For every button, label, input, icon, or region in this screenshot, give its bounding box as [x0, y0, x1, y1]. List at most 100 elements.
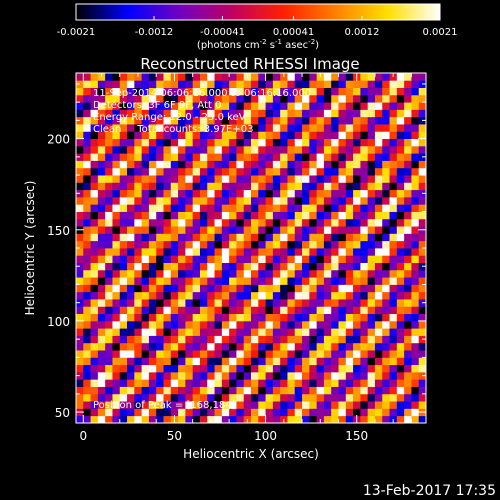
heatmap-pixel: [148, 189, 157, 198]
heatmap-pixel: [221, 335, 230, 344]
heatmap-pixel: [294, 226, 303, 234]
heatmap-pixel: [389, 145, 398, 154]
heatmap-pixel: [251, 306, 259, 315]
heatmap-pixel: [141, 386, 150, 395]
heatmap-pixel: [338, 226, 347, 234]
heatmap-pixel: [134, 386, 143, 395]
heatmap-pixel: [418, 233, 426, 242]
heatmap-pixel: [353, 364, 361, 373]
heatmap-pixel: [119, 401, 128, 409]
heatmap-pixel: [382, 277, 390, 285]
heatmap-pixel: [141, 160, 150, 169]
heatmap-pixel: [309, 255, 318, 263]
heatmap-pixel: [134, 196, 143, 205]
heatmap-pixel: [156, 87, 164, 96]
heatmap-pixel: [280, 145, 288, 154]
heatmap-pixel: [236, 167, 245, 176]
heatmap-pixel: [76, 248, 84, 256]
heatmap-pixel: [367, 167, 376, 176]
heatmap-pixel: [389, 196, 398, 205]
heatmap-pixel: [236, 386, 245, 395]
heatmap-pixel: [243, 102, 252, 110]
heatmap-pixel: [251, 138, 259, 147]
heatmap-pixel: [258, 80, 266, 88]
heatmap-pixel: [331, 401, 339, 409]
heatmap-pixel: [331, 284, 339, 293]
heatmap-pixel: [214, 284, 223, 293]
heatmap-pixel: [353, 335, 361, 344]
heatmap-pixel: [309, 145, 318, 154]
heatmap-pixel: [258, 145, 266, 154]
heatmap-pixel: [251, 262, 259, 271]
heatmap-pixel: [112, 189, 121, 198]
heatmap-pixel: [316, 109, 325, 118]
heatmap-pixel: [404, 160, 412, 169]
heatmap-pixel: [97, 167, 106, 176]
heatmap-pixel: [251, 102, 259, 110]
heatmap-pixel: [382, 218, 390, 227]
heatmap-pixel: [243, 233, 252, 242]
heatmap-pixel: [338, 291, 347, 300]
heatmap-pixel: [97, 401, 106, 409]
heatmap-pixel: [236, 116, 245, 125]
heatmap-pixel: [148, 116, 157, 125]
heatmap-pixel: [90, 218, 99, 227]
heatmap-pixel: [141, 211, 150, 220]
heatmap-pixel: [236, 211, 245, 220]
heatmap-pixel: [199, 218, 208, 227]
heatmap-pixel: [272, 240, 281, 249]
heatmap-pixel: [229, 102, 237, 110]
heatmap-pixel: [272, 291, 281, 300]
heatmap-pixel: [389, 189, 398, 198]
heatmap-pixel: [199, 80, 208, 88]
heatmap-pixel: [287, 240, 296, 249]
heatmap-pixel: [287, 371, 296, 380]
heatmap-pixel: [243, 328, 252, 336]
heatmap-pixel: [389, 408, 398, 417]
heatmap-pixel: [214, 269, 223, 278]
heatmap-pixel: [367, 102, 376, 110]
heatmap-pixel: [97, 306, 106, 315]
heatmap-pixel: [127, 335, 135, 344]
heatmap-pixel: [302, 175, 310, 183]
heatmap-pixel: [236, 393, 245, 402]
heatmap-pixel: [331, 357, 339, 366]
heatmap-pixel: [178, 138, 186, 147]
heatmap-pixel: [229, 342, 237, 351]
heatmap-pixel: [90, 342, 99, 351]
heatmap-pixel: [156, 131, 164, 140]
heatmap-pixel: [199, 408, 208, 417]
heatmap-pixel: [83, 269, 91, 278]
heatmap-pixel: [90, 211, 99, 220]
heatmap-pixel: [214, 189, 223, 198]
heatmap-pixel: [418, 131, 426, 140]
heatmap-pixel: [83, 175, 91, 183]
heatmap-pixel: [265, 94, 274, 103]
heatmap-pixel: [294, 116, 303, 125]
heatmap-pixel: [105, 153, 113, 161]
heatmap-pixel: [302, 182, 310, 191]
heatmap-pixel: [178, 313, 186, 322]
heatmap-pixel: [141, 233, 150, 242]
heatmap-pixel: [127, 218, 135, 227]
heatmap-pixel: [353, 211, 361, 220]
heatmap-pixel: [156, 306, 164, 315]
heatmap-pixel: [185, 204, 194, 212]
heatmap-pixel: [105, 102, 113, 110]
heatmap-pixel: [404, 153, 412, 161]
heatmap-pixel: [265, 145, 274, 154]
heatmap-pixel: [119, 73, 128, 81]
heatmap-pixel: [192, 73, 201, 81]
heatmap-pixel: [170, 233, 179, 242]
heatmap-pixel: [280, 226, 288, 234]
heatmap-pixel: [214, 277, 223, 285]
heatmap-pixel: [105, 255, 113, 263]
heatmap-pixel: [119, 335, 128, 344]
heatmap-pixel: [411, 131, 420, 140]
heatmap-pixel: [199, 291, 208, 300]
heatmap-pixel: [229, 320, 237, 329]
heatmap-pixel: [163, 401, 172, 409]
heatmap-pixel: [119, 94, 128, 103]
heatmap-pixel: [156, 240, 164, 249]
heatmap-pixel: [302, 313, 310, 322]
